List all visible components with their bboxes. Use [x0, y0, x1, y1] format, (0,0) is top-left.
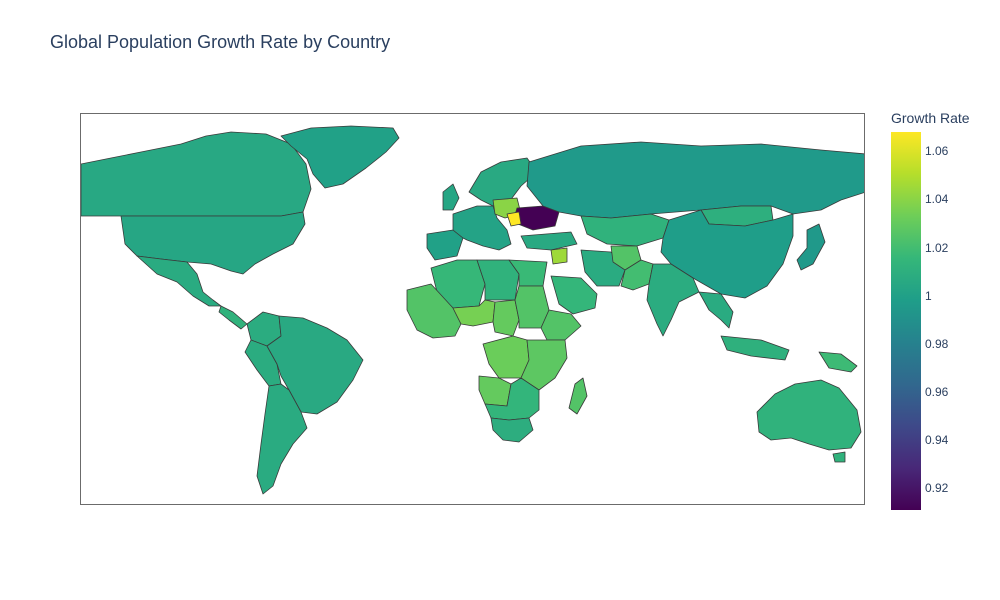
country-argentina[interactable]: [256, 383, 308, 495]
country-madagascar[interactable]: [568, 377, 588, 415]
colorbar-gradient: [891, 132, 921, 510]
colorbar-tick-label: 0.98: [925, 336, 949, 351]
country-dr-congo[interactable]: [482, 335, 530, 379]
country-brazil[interactable]: [266, 315, 364, 415]
world-map[interactable]: [81, 114, 865, 505]
colorbar-tick-label: 1.02: [925, 240, 949, 255]
colorbar: [891, 132, 921, 510]
country-india[interactable]: [646, 263, 700, 337]
region-western-europe[interactable]: [452, 205, 512, 251]
country-russia[interactable]: [526, 141, 865, 219]
country-mexico[interactable]: [136, 255, 222, 307]
country-angola[interactable]: [478, 375, 512, 407]
chart-title: Global Population Growth Rate by Country: [50, 32, 391, 52]
colorbar-tick-label: 0.92: [925, 481, 949, 496]
region-east-africa[interactable]: [520, 339, 568, 391]
colorbar-tick-label: 0.94: [925, 433, 949, 448]
country-chad[interactable]: [492, 299, 520, 337]
country-kazakhstan[interactable]: [580, 213, 670, 247]
colorbar-title: Growth Rate: [891, 110, 970, 126]
region-iberia[interactable]: [426, 229, 464, 261]
country-south-africa[interactable]: [490, 417, 534, 443]
country-moldova[interactable]: [506, 211, 522, 227]
country-indonesia[interactable]: [720, 335, 790, 361]
country-australia[interactable]: [756, 379, 862, 451]
colorbar-tick-label: 1.04: [925, 192, 949, 207]
country-syria[interactable]: [550, 247, 568, 265]
region-west-africa[interactable]: [406, 283, 462, 339]
map-frame[interactable]: [80, 113, 865, 505]
country-new-zealand[interactable]: [832, 451, 846, 463]
country-papua-new-guinea[interactable]: [818, 351, 858, 373]
country-canada[interactable]: [81, 131, 312, 217]
colorbar-tick-label: 0.96: [925, 385, 949, 400]
country-ethiopia[interactable]: [540, 309, 582, 341]
country-libya[interactable]: [476, 259, 520, 301]
country-turkey[interactable]: [520, 231, 578, 251]
country-greenland[interactable]: [280, 125, 400, 189]
country-united-kingdom[interactable]: [442, 183, 460, 211]
colorbar-tick-label: 1.06: [925, 144, 949, 159]
country-saudi-arabia[interactable]: [550, 275, 598, 315]
region-southeast-asia[interactable]: [698, 291, 734, 329]
country-japan[interactable]: [796, 223, 826, 271]
colorbar-tick-label: 1: [925, 288, 932, 303]
region-central-america[interactable]: [218, 305, 248, 330]
